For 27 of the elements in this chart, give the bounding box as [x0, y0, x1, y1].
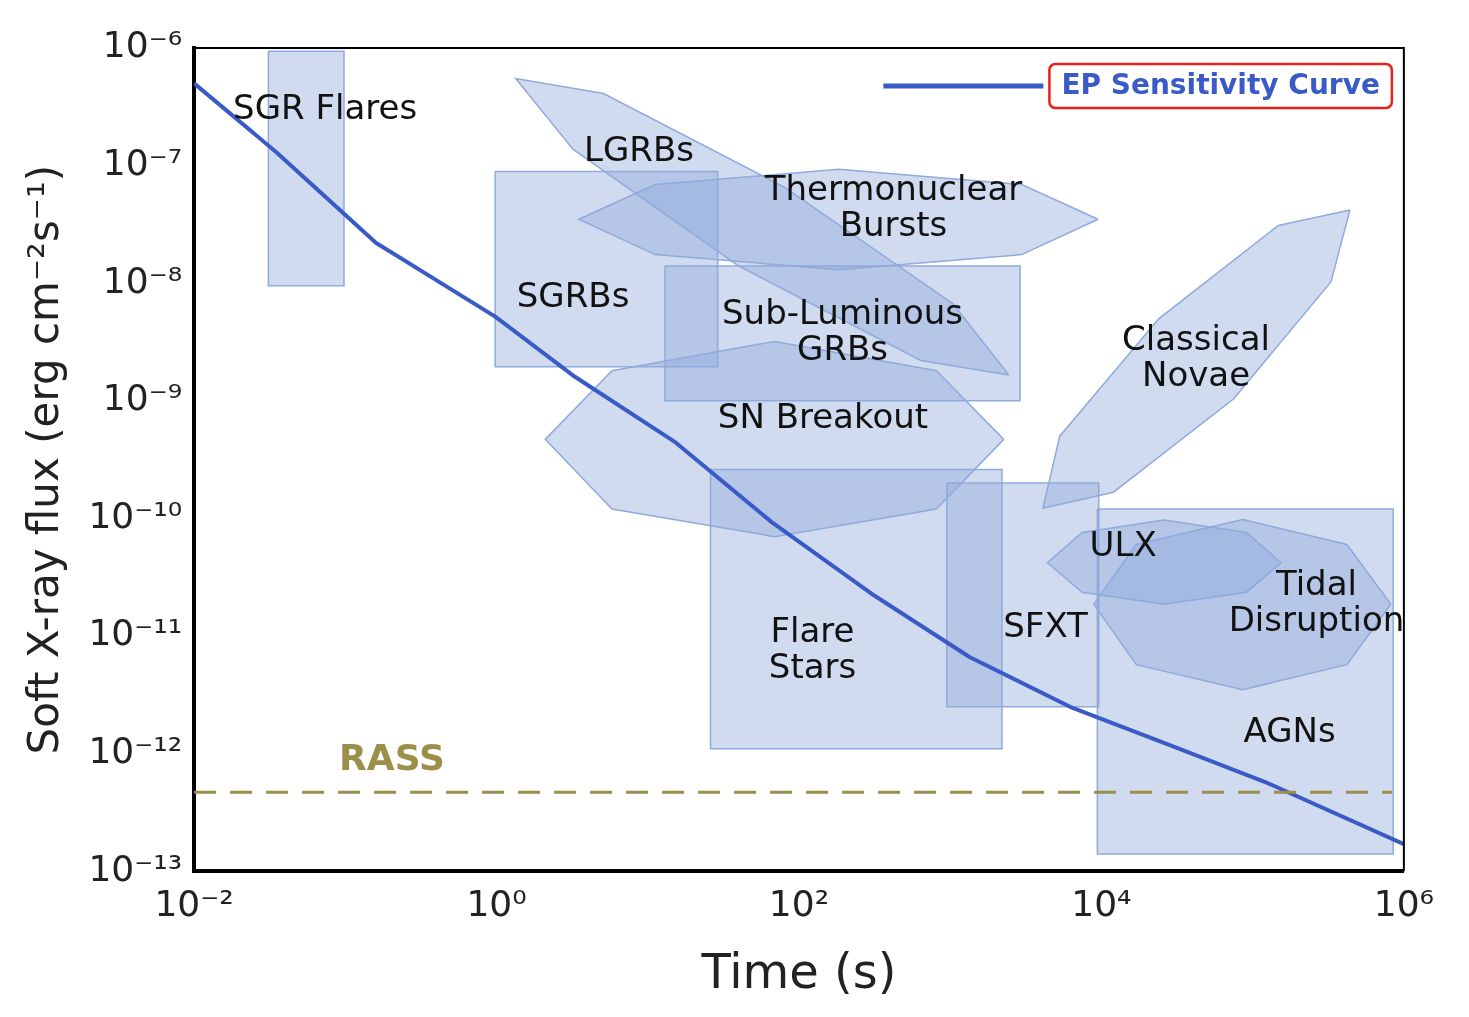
series-label: Sub-Luminous GRBs [722, 292, 964, 369]
y-tick-label: 10⁻⁶ [102, 24, 183, 66]
x-axis-title: Time (s) [700, 942, 897, 999]
y-axis-title: Soft X-ray flux (erg cm⁻²s⁻¹) [19, 164, 69, 755]
series-label: LGRBs [584, 129, 695, 170]
series-label: SGR Flares [233, 86, 418, 127]
series-label: Flare Stars [768, 609, 857, 686]
series-label: SN Breakout [717, 395, 929, 436]
y-tick-label: 10⁻¹¹ [88, 612, 183, 654]
series-label: Thermonuclear Bursts [763, 167, 1023, 244]
text: EP Sensitivity Curve [1061, 68, 1380, 102]
x-tick-label: 10⁶ [1373, 883, 1434, 925]
ref-line-label: RASS [339, 736, 445, 778]
y-tick-label: 10⁻¹² [88, 729, 183, 771]
series-label: AGNs [1243, 710, 1336, 751]
x-tick-label: 10² [768, 883, 830, 925]
series-label: SGRBs [516, 275, 630, 316]
y-tick-label: 10⁻⁷ [102, 141, 183, 183]
series-label: Classical Novae [1122, 317, 1270, 394]
x-tick-label: 10⁴ [1071, 883, 1132, 925]
y-tick-label: 10⁻⁹ [102, 377, 183, 419]
y-tick-label: 10⁻⁸ [102, 259, 183, 301]
x-tick-label: 10⁰ [466, 883, 527, 925]
series-label: Tidal Disruption [1228, 563, 1405, 640]
series-label: SFXT [1003, 605, 1089, 646]
series-label: ULX [1089, 524, 1157, 565]
y-tick-label: 10⁻¹⁰ [88, 494, 183, 536]
